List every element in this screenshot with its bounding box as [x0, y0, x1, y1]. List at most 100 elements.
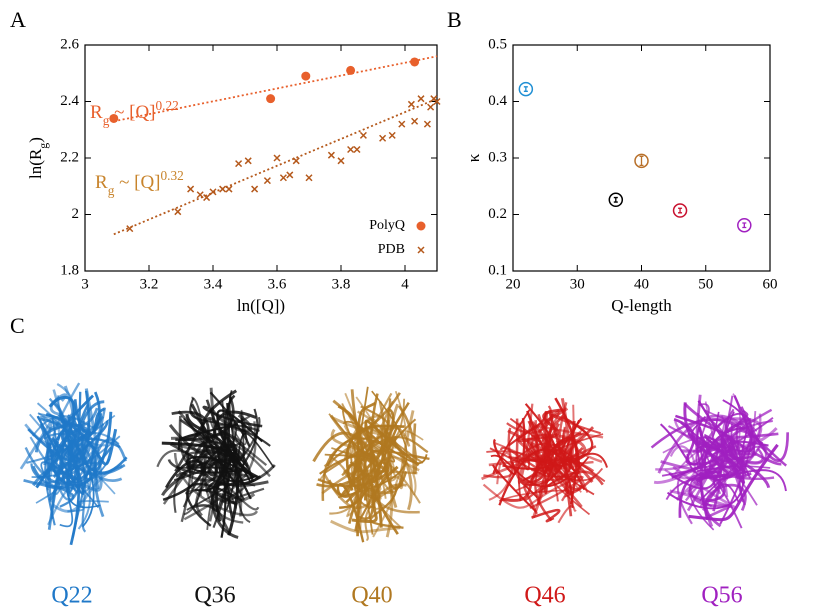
structure-label: Q40: [351, 583, 392, 609]
backbone-strand: [557, 504, 577, 524]
legend-label: PDB: [378, 242, 405, 257]
y-tick-label: 0.5: [488, 36, 507, 52]
backbone-strand: [193, 461, 237, 512]
backbone-strand: [557, 416, 594, 469]
backbone-strand: [343, 427, 424, 464]
data-point: [266, 94, 276, 104]
fit-line: [113, 55, 438, 123]
y-tick-label: 0.2: [488, 206, 507, 222]
data-point: [388, 131, 396, 139]
backbone-strand: [674, 413, 762, 454]
structure-label: Q22: [51, 583, 92, 609]
backbone-strand: [492, 464, 537, 513]
backbone-strand: [32, 412, 102, 437]
x-tick-label: 60: [763, 276, 778, 292]
text-part: R: [90, 102, 103, 123]
error-bar: [613, 196, 618, 203]
y-tick-label: 1.8: [60, 262, 79, 278]
data-point: [301, 71, 311, 81]
data-point: [346, 65, 356, 75]
x-tick-label: 4: [401, 276, 409, 292]
text-part: g: [36, 143, 50, 149]
backbone-strand: [669, 465, 736, 509]
backbone-strand: [683, 402, 782, 466]
data-point: [196, 191, 204, 199]
backbone-strand: [36, 412, 85, 496]
error-bar: [742, 222, 747, 229]
backbone-strand: [720, 417, 771, 489]
data-point: [235, 160, 243, 168]
backbone-strand: [380, 426, 408, 490]
text-part: R: [95, 172, 108, 193]
text-part: g: [103, 113, 110, 128]
data-point: [417, 95, 425, 103]
backbone-strand: [72, 442, 111, 481]
panel-label: A: [10, 7, 26, 32]
annotation: Rg ~ [Q]0.22: [90, 98, 179, 128]
backbone-strand: [40, 461, 99, 509]
backbone-strand: [42, 382, 74, 431]
backbone-strand: [67, 500, 109, 513]
y-axis-label: κ: [464, 153, 483, 162]
backbone-strand: [342, 420, 396, 463]
backbone-strand: [544, 410, 582, 491]
x-axis-label: Q-length: [611, 296, 672, 315]
legend-marker: [416, 221, 426, 231]
fit-line: [113, 97, 438, 236]
data-point: [737, 217, 752, 233]
backbone-strand: [537, 440, 577, 494]
protein-structure: [312, 386, 430, 543]
backbone-strand: [482, 478, 576, 509]
backbone-strand: [688, 486, 732, 519]
x-tick-label: 3.8: [332, 276, 351, 292]
y-tick-label: 2: [72, 206, 80, 222]
backbone-strand: [678, 473, 726, 518]
backbone-strand: [531, 508, 561, 523]
backbone-strand: [32, 422, 91, 487]
backbone-strand: [168, 423, 246, 464]
data-point: [174, 208, 182, 216]
backbone-strand: [52, 419, 109, 478]
backbone-strand: [488, 452, 513, 501]
backbone-strand: [534, 420, 560, 474]
x-tick-label: 3.4: [204, 276, 223, 292]
x-tick-label: 20: [506, 276, 521, 292]
backbone-strand: [183, 390, 235, 457]
data-point: [337, 157, 345, 165]
backbone-strand: [341, 398, 406, 444]
backbone-strand: [664, 445, 696, 480]
x-tick-label: 3.2: [140, 276, 159, 292]
data-point: [203, 194, 211, 202]
backbone-strand: [356, 401, 377, 537]
backbone-strand: [356, 458, 383, 492]
x-tick-label: 40: [634, 276, 649, 292]
legend-label: PolyQ: [369, 218, 405, 233]
backbone-strand: [37, 441, 100, 490]
backbone-strand: [531, 434, 587, 464]
backbone-strand: [225, 432, 275, 511]
backbone-strand: [49, 393, 67, 416]
data-point: [251, 185, 259, 193]
y-tick-label: 2.2: [60, 149, 79, 165]
text-part: ln(R: [26, 148, 45, 179]
backbone-strand: [156, 449, 260, 511]
panel-label: C: [10, 313, 25, 338]
x-tick-label: 50: [698, 276, 713, 292]
backbone-strand: [177, 410, 219, 482]
backbone-strand: [19, 421, 53, 480]
error-bar: [639, 155, 644, 166]
structure-label: Q46: [524, 583, 565, 609]
backbone-strand: [183, 389, 238, 442]
protein-structure: [156, 387, 276, 539]
data-point: [109, 113, 119, 123]
data-point: [209, 188, 217, 196]
data-point: [608, 192, 624, 208]
data-point: [672, 203, 688, 218]
backbone-strand: [351, 465, 399, 524]
data-point: [292, 157, 300, 165]
y-tick-label: 0.4: [488, 93, 507, 109]
data-point: [410, 57, 420, 67]
data-point: [126, 225, 134, 233]
text-part: g: [108, 183, 115, 198]
